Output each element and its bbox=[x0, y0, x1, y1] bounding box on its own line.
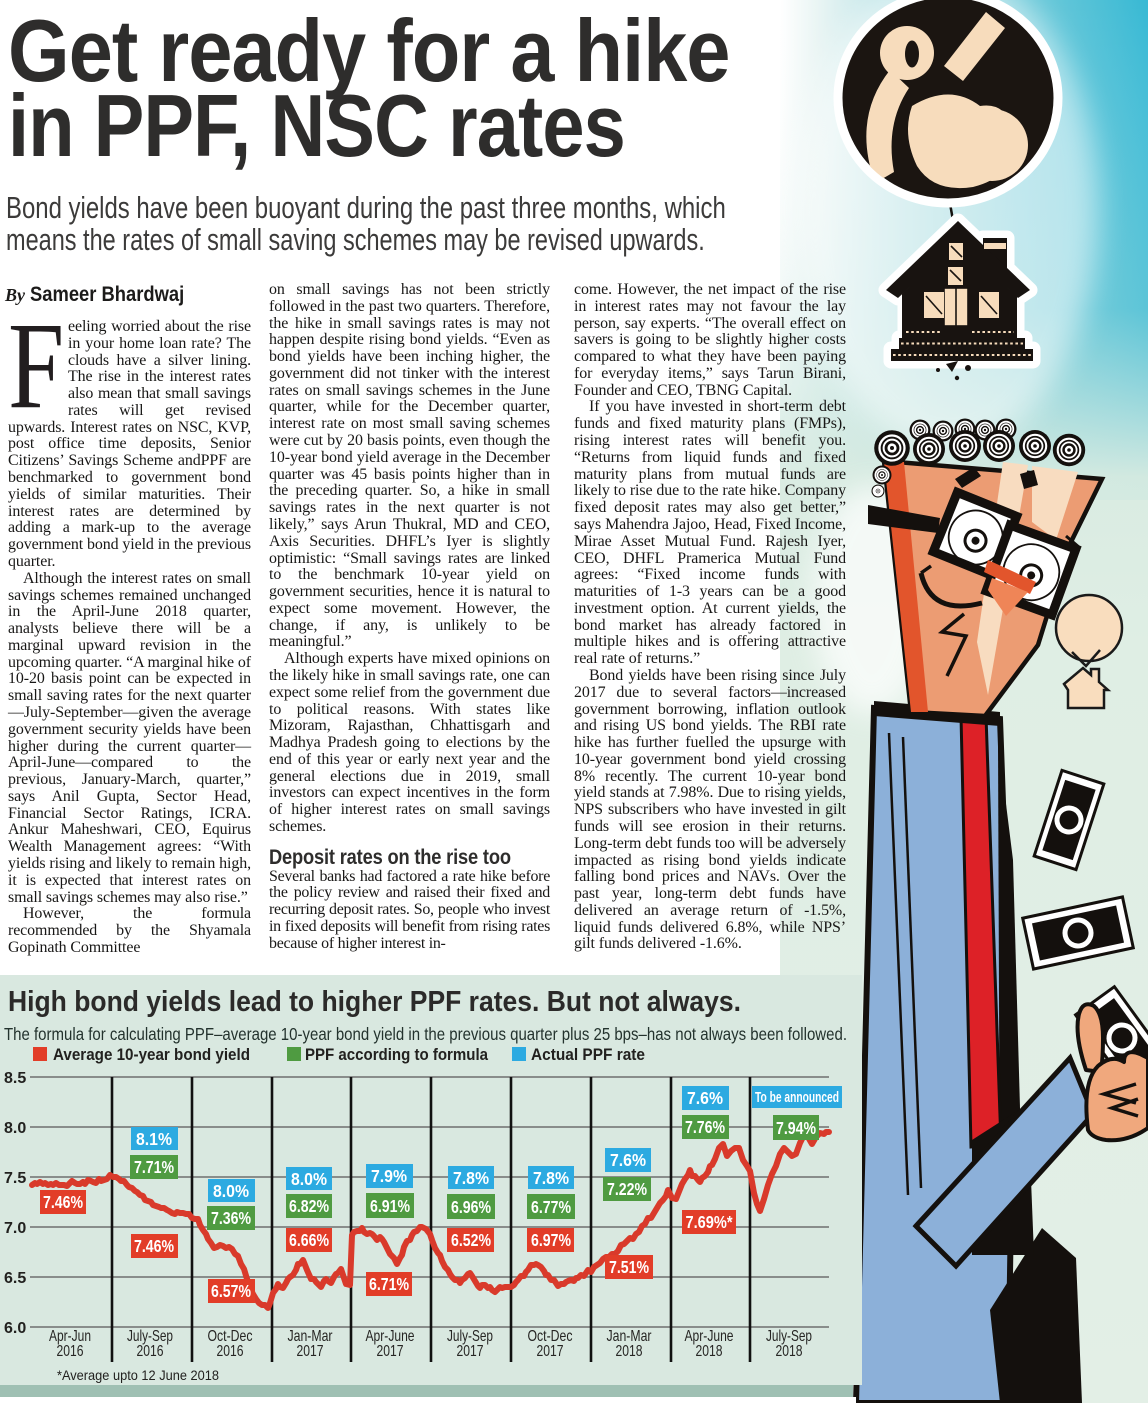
svg-text:2017: 2017 bbox=[457, 1343, 484, 1360]
svg-text:6.5: 6.5 bbox=[4, 1270, 26, 1287]
svg-text:6.52%: 6.52% bbox=[451, 1230, 491, 1250]
svg-text:2017: 2017 bbox=[297, 1343, 324, 1360]
svg-text:6.66%: 6.66% bbox=[289, 1230, 329, 1250]
svg-text:7.5: 7.5 bbox=[4, 1170, 26, 1187]
svg-text:Actual PPF rate: Actual PPF rate bbox=[531, 1046, 645, 1064]
svg-text:2017: 2017 bbox=[537, 1343, 564, 1360]
svg-text:Oct-Dec: Oct-Dec bbox=[208, 1328, 253, 1345]
svg-text:High bond yields lead to highe: High bond yields lead to higher PPF rate… bbox=[8, 986, 741, 1018]
svg-text:8.5: 8.5 bbox=[4, 1070, 26, 1087]
svg-text:7.22%: 7.22% bbox=[607, 1179, 647, 1199]
svg-text:8.0%: 8.0% bbox=[291, 1169, 327, 1189]
svg-text:8.1%: 8.1% bbox=[136, 1129, 172, 1149]
svg-text:July-Sep: July-Sep bbox=[766, 1328, 812, 1345]
svg-text:7.51%: 7.51% bbox=[609, 1257, 649, 1277]
svg-text:Oct-Dec: Oct-Dec bbox=[528, 1328, 573, 1345]
svg-text:2018: 2018 bbox=[776, 1343, 803, 1360]
svg-text:7.71%: 7.71% bbox=[134, 1157, 174, 1177]
svg-text:6.96%: 6.96% bbox=[451, 1197, 491, 1217]
svg-text:To be announced: To be announced bbox=[755, 1090, 839, 1106]
svg-text:7.6%: 7.6% bbox=[610, 1150, 646, 1170]
svg-text:Jan-Mar: Jan-Mar bbox=[607, 1328, 653, 1345]
svg-text:7.46%: 7.46% bbox=[134, 1236, 174, 1256]
svg-text:2016: 2016 bbox=[217, 1343, 244, 1360]
svg-text:6.0: 6.0 bbox=[4, 1320, 26, 1337]
svg-text:6.77%: 6.77% bbox=[531, 1197, 571, 1217]
svg-text:7.8%: 7.8% bbox=[533, 1168, 569, 1188]
svg-text:July-Sep: July-Sep bbox=[447, 1328, 493, 1345]
svg-text:Apr-June: Apr-June bbox=[366, 1328, 415, 1345]
svg-text:2016: 2016 bbox=[137, 1343, 164, 1360]
svg-text:8.0%: 8.0% bbox=[213, 1181, 249, 1201]
svg-text:7.76%: 7.76% bbox=[685, 1117, 725, 1137]
svg-text:2018: 2018 bbox=[696, 1343, 723, 1360]
svg-text:2018: 2018 bbox=[616, 1343, 643, 1360]
svg-text:7.0: 7.0 bbox=[4, 1220, 26, 1237]
svg-text:The formula for calculating PP: The formula for calculating PPF–average … bbox=[4, 1024, 847, 1044]
svg-text:7.9%: 7.9% bbox=[371, 1166, 407, 1186]
svg-text:7.6%: 7.6% bbox=[687, 1088, 723, 1108]
svg-text:7.46%: 7.46% bbox=[43, 1192, 83, 1212]
svg-text:7.36%: 7.36% bbox=[211, 1208, 251, 1228]
svg-text:7.94%: 7.94% bbox=[776, 1118, 816, 1138]
svg-text:Apr-Jun: Apr-Jun bbox=[49, 1328, 91, 1345]
svg-text:PPF according to formula: PPF according to formula bbox=[305, 1046, 489, 1064]
svg-text:2017: 2017 bbox=[377, 1343, 404, 1360]
svg-text:6.82%: 6.82% bbox=[289, 1196, 329, 1216]
svg-text:2016: 2016 bbox=[57, 1343, 84, 1360]
svg-text:7.8%: 7.8% bbox=[453, 1168, 489, 1188]
svg-text:6.57%: 6.57% bbox=[211, 1281, 251, 1301]
svg-text:6.91%: 6.91% bbox=[370, 1196, 410, 1216]
svg-text:6.71%: 6.71% bbox=[369, 1274, 409, 1294]
svg-text:7.69%*: 7.69%* bbox=[686, 1212, 733, 1232]
svg-text:6.97%: 6.97% bbox=[531, 1230, 571, 1250]
svg-text:8.0: 8.0 bbox=[4, 1120, 26, 1137]
svg-text:Apr-June: Apr-June bbox=[685, 1328, 734, 1345]
svg-text:Jan-Mar: Jan-Mar bbox=[288, 1328, 334, 1345]
svg-text:*Average upto 12 June 2018: *Average upto 12 June 2018 bbox=[57, 1367, 219, 1383]
svg-text:Average 10-year bond yield: Average 10-year bond yield bbox=[53, 1046, 250, 1064]
svg-text:July-Sep: July-Sep bbox=[127, 1328, 173, 1345]
